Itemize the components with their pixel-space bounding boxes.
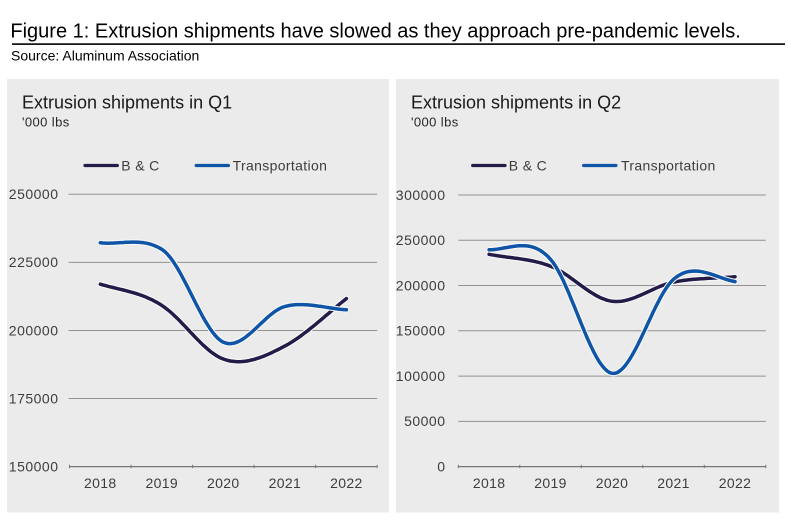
svg-text:150000: 150000 [396, 323, 446, 339]
svg-text:200000: 200000 [9, 322, 59, 338]
svg-text:250000: 250000 [396, 232, 446, 248]
svg-text:150000: 150000 [9, 458, 59, 474]
svg-text:50000: 50000 [404, 413, 445, 429]
svg-text:100000: 100000 [396, 368, 446, 384]
svg-text:2019: 2019 [146, 475, 179, 491]
svg-text:'000 lbs: '000 lbs [411, 115, 459, 130]
svg-text:2020: 2020 [207, 475, 240, 491]
svg-text:Extrusion shipments in Q1: Extrusion shipments in Q1 [22, 93, 232, 113]
svg-text:200000: 200000 [396, 277, 446, 293]
svg-text:Figure 1: Extrusion shipments: Figure 1: Extrusion shipments have slowe… [10, 21, 740, 43]
svg-text:175000: 175000 [9, 390, 59, 406]
svg-text:250000: 250000 [9, 186, 59, 202]
svg-text:Transportation: Transportation [233, 157, 328, 173]
svg-text:0: 0 [437, 458, 445, 474]
svg-text:B & C: B & C [509, 157, 547, 173]
svg-text:2018: 2018 [473, 475, 506, 491]
svg-text:2022: 2022 [719, 475, 752, 491]
svg-text:Transportation: Transportation [621, 157, 716, 173]
svg-text:2018: 2018 [84, 475, 117, 491]
svg-text:2020: 2020 [596, 475, 629, 491]
svg-text:2021: 2021 [657, 475, 690, 491]
svg-text:2021: 2021 [269, 475, 302, 491]
svg-text:Source: Aluminum Association: Source: Aluminum Association [11, 47, 199, 63]
svg-text:225000: 225000 [9, 254, 59, 270]
svg-text:2022: 2022 [330, 475, 363, 491]
svg-text:'000 lbs: '000 lbs [22, 115, 70, 130]
svg-text:B & C: B & C [121, 157, 159, 173]
svg-text:Extrusion shipments in Q2: Extrusion shipments in Q2 [411, 93, 621, 113]
svg-text:2019: 2019 [534, 475, 567, 491]
svg-text:300000: 300000 [396, 187, 446, 203]
